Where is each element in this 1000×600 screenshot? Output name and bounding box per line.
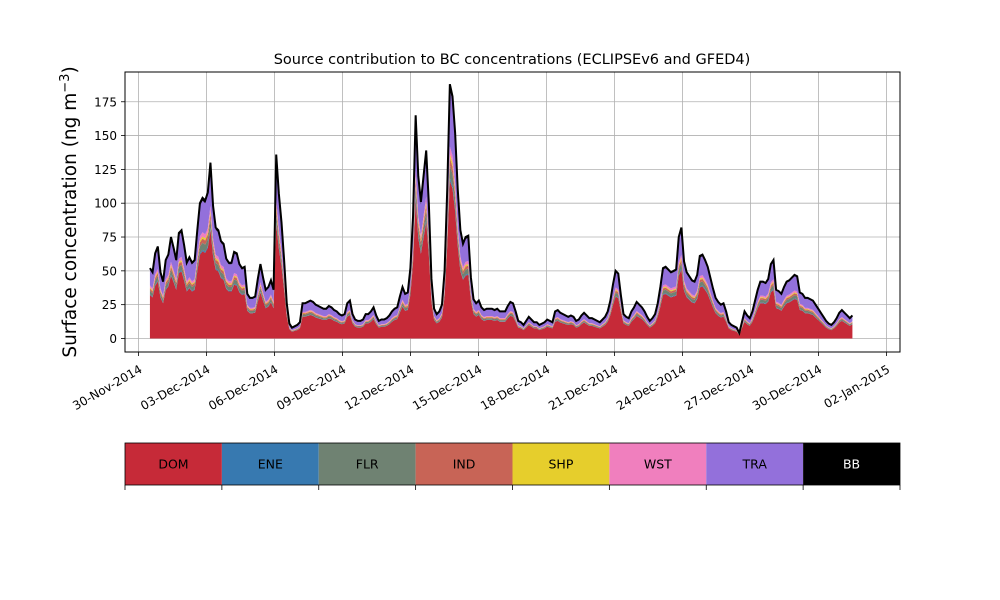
x-axis: 30-Nov-201403-Dec-201406-Dec-201409-Dec-… — [70, 352, 892, 413]
y-tick-label: 175 — [94, 95, 117, 109]
legend-frame — [124, 442, 901, 486]
y-tick-label: 0 — [109, 332, 117, 346]
plot-area — [124, 71, 901, 353]
area-shp — [149, 154, 853, 335]
x-tick-label: 24-Dec-2014 — [614, 362, 688, 413]
plot-frame — [124, 71, 901, 353]
legend-swatch-ene — [221, 443, 319, 485]
legend-label-shp: SHP — [549, 457, 574, 472]
y-axis: 0 25 50 75 100 125 150 175 — [94, 95, 125, 346]
x-tick-label: 06-Dec-2014 — [206, 362, 280, 413]
y-tick-label: 25 — [102, 298, 117, 312]
x-tick-label: 15-Dec-2014 — [410, 362, 484, 413]
y-tick-label: 50 — [102, 264, 117, 278]
area-flr — [149, 165, 853, 336]
x-tick-label: 18-Dec-2014 — [478, 362, 552, 413]
x-tick-label: 09-Dec-2014 — [274, 362, 348, 413]
y-axis-label-main: Surface concentration (ng m — [60, 93, 81, 358]
chart-title: Source contribution to BC concentrations… — [274, 52, 751, 68]
legend-label-tra: TRA — [742, 457, 768, 472]
y-tick-label: 150 — [94, 129, 117, 143]
area-dom — [149, 180, 853, 339]
y-axis-label: Surface concentration (ng m−3) — [58, 66, 81, 357]
y-tick-label: 75 — [102, 231, 117, 245]
source-colorbar-legend: DOM ENE FLR IND SHP WST TRA BB — [124, 442, 901, 490]
legend-swatch-wst — [609, 443, 707, 485]
x-tick-label: 02-Jan-2015 — [822, 362, 893, 411]
legend-label-bb: BB — [843, 457, 860, 472]
x-tick-label: 30-Dec-2014 — [750, 362, 824, 413]
area-ind — [149, 157, 853, 335]
legend-swatch-shp — [512, 443, 610, 485]
y-axis-label-exponent: −3 — [58, 74, 73, 93]
x-tick-label: 03-Dec-2014 — [138, 362, 212, 413]
total-line — [149, 83, 854, 336]
y-tick-label: 100 — [94, 197, 117, 211]
y-tick-label: 125 — [94, 163, 117, 177]
legend-swatch-ind — [415, 443, 513, 485]
x-tick-label: 21-Dec-2014 — [546, 362, 620, 413]
area-tra — [149, 89, 853, 335]
x-tick-label: 27-Dec-2014 — [682, 362, 756, 413]
x-tick-label: 30-Nov-2014 — [70, 362, 144, 413]
x-tick-label: 12-Dec-2014 — [342, 362, 416, 413]
area-wst — [149, 146, 853, 335]
legend-swatch-tra — [706, 443, 804, 485]
legend-swatch-flr — [318, 443, 416, 485]
legend-label-wst: WST — [644, 457, 672, 472]
legend-label-flr: FLR — [356, 457, 379, 472]
legend-label-ene: ENE — [258, 457, 283, 472]
legend-label-ind: IND — [453, 457, 476, 472]
legend-label-dom: DOM — [158, 457, 188, 472]
legend-swatch-bb — [803, 443, 900, 485]
stacked-areas — [149, 84, 853, 339]
legend-swatch-dom — [125, 443, 222, 485]
y-axis-label-close: ) — [60, 66, 81, 73]
